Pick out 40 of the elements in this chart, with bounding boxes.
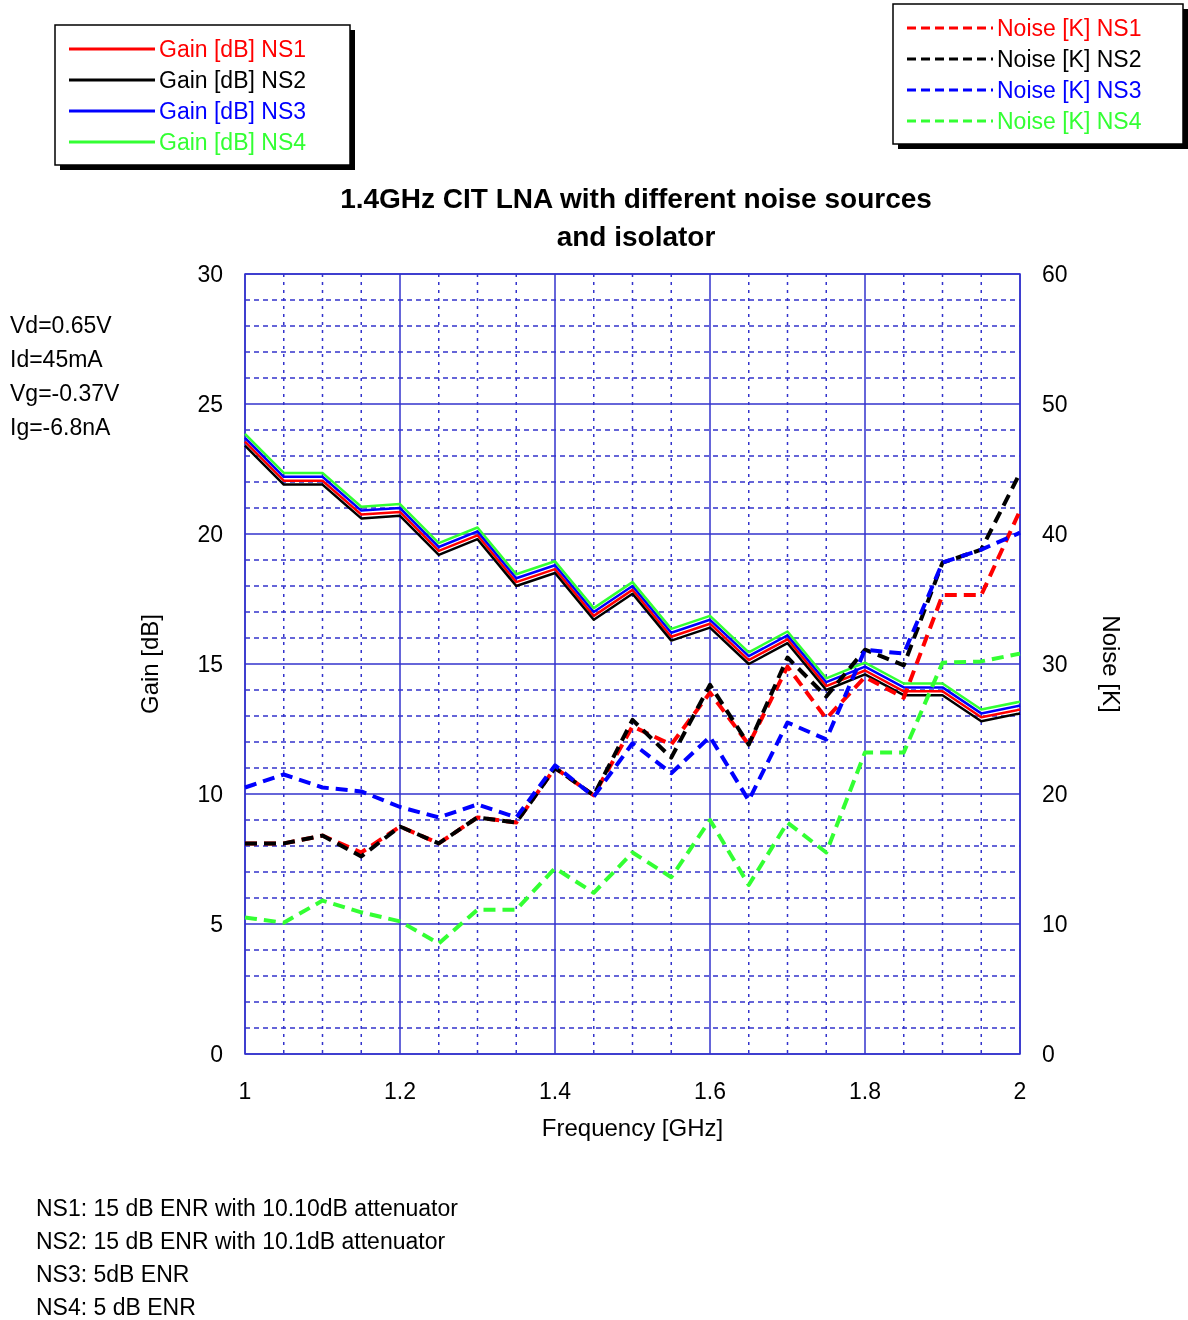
y2-tick-label: 10 <box>1042 911 1068 937</box>
y2-axis-title: Noise [K] <box>1098 615 1125 713</box>
legend-label: Gain [dB] NS4 <box>159 129 307 155</box>
text: Id=45mA <box>10 346 104 372</box>
x-tick-label: 1.4 <box>539 1078 572 1104</box>
x-tick-label: 1.2 <box>384 1078 416 1104</box>
y-tick-label: 25 <box>197 391 223 417</box>
chart-title: 1.4GHz CIT LNA with different noise sources and isolator <box>340 183 932 252</box>
y-tick-label: 20 <box>197 521 223 547</box>
x-tick-label: 1 <box>238 1078 252 1104</box>
y2-tick-label: 50 <box>1042 391 1068 417</box>
text: Vg=-0.37V <box>10 380 120 406</box>
legend-label: Gain [dB] NS3 <box>159 98 307 124</box>
legend-label: Noise [K] NS4 <box>997 108 1142 134</box>
legend-label: Noise [K] NS3 <box>997 77 1142 103</box>
legend-label: Noise [K] NS2 <box>997 46 1142 72</box>
y-tick-label: 10 <box>197 781 223 807</box>
legend-label: Gain [dB] NS1 <box>159 36 307 62</box>
y-tick-label: 15 <box>197 651 223 677</box>
y-tick-label: 30 <box>197 261 223 287</box>
legend-label: Gain [dB] NS2 <box>159 67 307 93</box>
y2-tick-label: 60 <box>1042 261 1068 287</box>
x-tick-label: 2 <box>1013 1078 1027 1104</box>
text: Vd=0.65V <box>10 312 113 338</box>
x-tick-label: 1.6 <box>694 1078 726 1104</box>
y-tick-label: 0 <box>210 1041 223 1067</box>
y2-tick-label: 40 <box>1042 521 1068 547</box>
y2-tick-label: 0 <box>1042 1041 1055 1067</box>
text: NS3: 5dB ENR <box>36 1261 190 1287</box>
text: NS4: 5 dB ENR <box>36 1294 196 1320</box>
x-tick-label: 1.8 <box>849 1078 881 1104</box>
y-axis-title: Gain [dB] <box>136 613 163 715</box>
text: Ig=-6.8nA <box>10 414 112 440</box>
text: NS2: 15 dB ENR with 10.1dB attenuator <box>36 1228 446 1254</box>
legend-label: Noise [K] NS1 <box>997 15 1142 41</box>
y-tick-label: 5 <box>210 911 223 937</box>
text: NS1: 15 dB ENR with 10.10dB attenuator <box>36 1195 459 1221</box>
y2-tick-label: 30 <box>1042 651 1068 677</box>
y2-tick-label: 20 <box>1042 781 1068 807</box>
x-axis-title: Frequency [GHz] <box>541 1114 724 1141</box>
